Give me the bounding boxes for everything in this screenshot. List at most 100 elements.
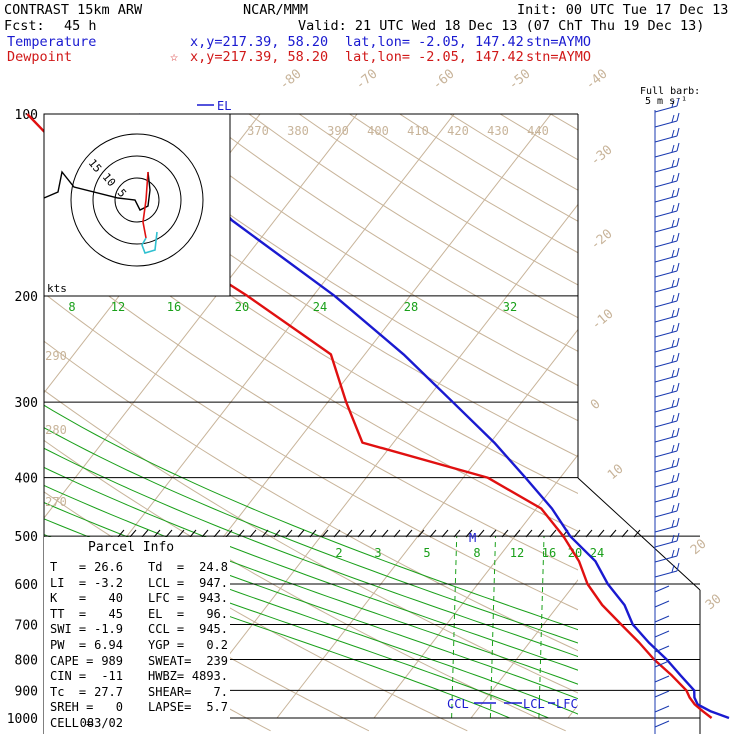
dry-adiabat-line [248,114,578,319]
wind-barb [654,495,678,503]
dry-adiabat-line [449,114,578,191]
init-time: Init: 00 UTC Tue 17 Dec 13 [517,2,729,18]
temperature-station: stn=AYMO [526,34,592,50]
parcel-info-cell: CAPE = [50,653,94,668]
wind-barb [671,474,675,483]
parcel-info-cell: LFC = [148,591,185,606]
wind-barb [654,105,678,113]
dewpoint-profile [26,113,713,719]
wind-barb [654,240,678,248]
parcel-info-cell: 943. [199,591,228,606]
mixing-ratio-label: 8 [68,300,75,314]
wind-barb [654,165,678,173]
hatch-tick [441,529,449,538]
hatch-tick [609,529,617,538]
parcel-info-cell: YGP = [148,638,185,652]
dry-adiabat-line [499,114,578,161]
wind-barb [654,135,678,143]
wind-barb [676,502,680,512]
wind-barb [654,375,678,383]
hatch-tick [573,529,581,538]
isotherm-label: 10 [605,462,627,484]
pressure-tick-label: 200 [15,290,38,305]
isotherm-line [567,704,578,719]
dewpoint-latlon: lat,lon= -2.05, 147.42 [345,49,524,65]
theta-label: 400 [367,124,389,138]
m-label: M [469,531,476,545]
hodograph-trace-low [141,231,158,254]
hatch-tick [177,529,185,538]
wind-barb [671,114,675,123]
wind-barb [654,615,670,623]
temperature-xy: x,y=217.39, 58.20 [190,34,329,50]
wind-barb [671,444,675,453]
parcel-info-cell: 5.7 [206,700,228,715]
wind-barb [671,324,675,333]
mixing-ratio-label: 28 [404,300,418,314]
wind-barb [654,225,678,233]
parcel-info-cell: -11 [101,669,123,684]
temperature-latlon: lat,lon= -2.05, 147.42 [345,34,524,50]
wind-barb [654,405,678,413]
wind-barb [671,534,675,543]
theta-label: 270 [45,495,67,509]
parcel-info-cell: 0.2 [206,638,228,652]
el-label: EL [217,99,231,113]
wind-barb [654,450,678,458]
pressure-tick-label: 1000 [7,712,38,727]
wind-barb [671,369,675,378]
hatch-tick [405,529,413,538]
wind-barb [654,585,670,593]
parcel-info-cell: LCL = [148,575,185,590]
wind-barb [676,547,680,557]
wind-barb [654,465,678,473]
hatch-tick [429,529,437,538]
hatch-tick [201,529,209,538]
theta-label: 420 [447,124,469,138]
isotherm-label: 0 [588,397,604,414]
wind-barb [676,262,680,272]
wind-barb [676,232,680,242]
isotherm-line [276,328,578,719]
wind-barb [654,570,678,578]
isotherm-line [179,203,578,719]
wind-barb [676,277,680,287]
wind-barb [676,292,680,302]
hatch-tick [501,529,509,538]
dry-adiabat-line [97,114,578,422]
lfc-label: LFC [556,697,578,711]
mixing-ratio-line [451,536,458,719]
wind-barb [654,705,670,713]
theta-label: 290 [45,349,67,363]
wind-barb [676,202,680,212]
parcel-info-cell: EL = [148,606,185,621]
wind-barb [676,217,680,227]
right-axis-diagonal [577,477,701,591]
hatch-tick [213,529,221,538]
mixing-ratio-label: 8 [473,546,480,560]
wind-barb [676,487,680,497]
hatch-tick [633,529,641,538]
parcel-info-cell: 7. [213,684,228,699]
isotherm-line [373,453,578,719]
wind-barb [671,189,675,198]
wind-barb [671,174,675,183]
wind-barb [676,562,680,572]
wind-barb [676,412,680,422]
lcl-label: LCL [523,697,545,711]
hatch-tick [453,529,461,538]
mixing-ratio-label: 2 [335,546,342,560]
hatch-tick [585,529,593,538]
mixing-ratio-label: 32 [503,300,517,314]
wind-barb [676,247,680,257]
isotherm-label: -20 [588,226,616,253]
hatch-tick [153,529,161,538]
wind-barb [671,519,675,528]
wind-barb [654,315,678,323]
parcel-levels: EL M CCL LCL LFC [44,99,578,734]
isotherm-label: -30 [588,142,616,169]
hatch-tick [465,529,473,538]
wind-barb [654,645,670,653]
parcel-info-cell: 0 [115,700,123,715]
wind-barb [676,382,680,392]
